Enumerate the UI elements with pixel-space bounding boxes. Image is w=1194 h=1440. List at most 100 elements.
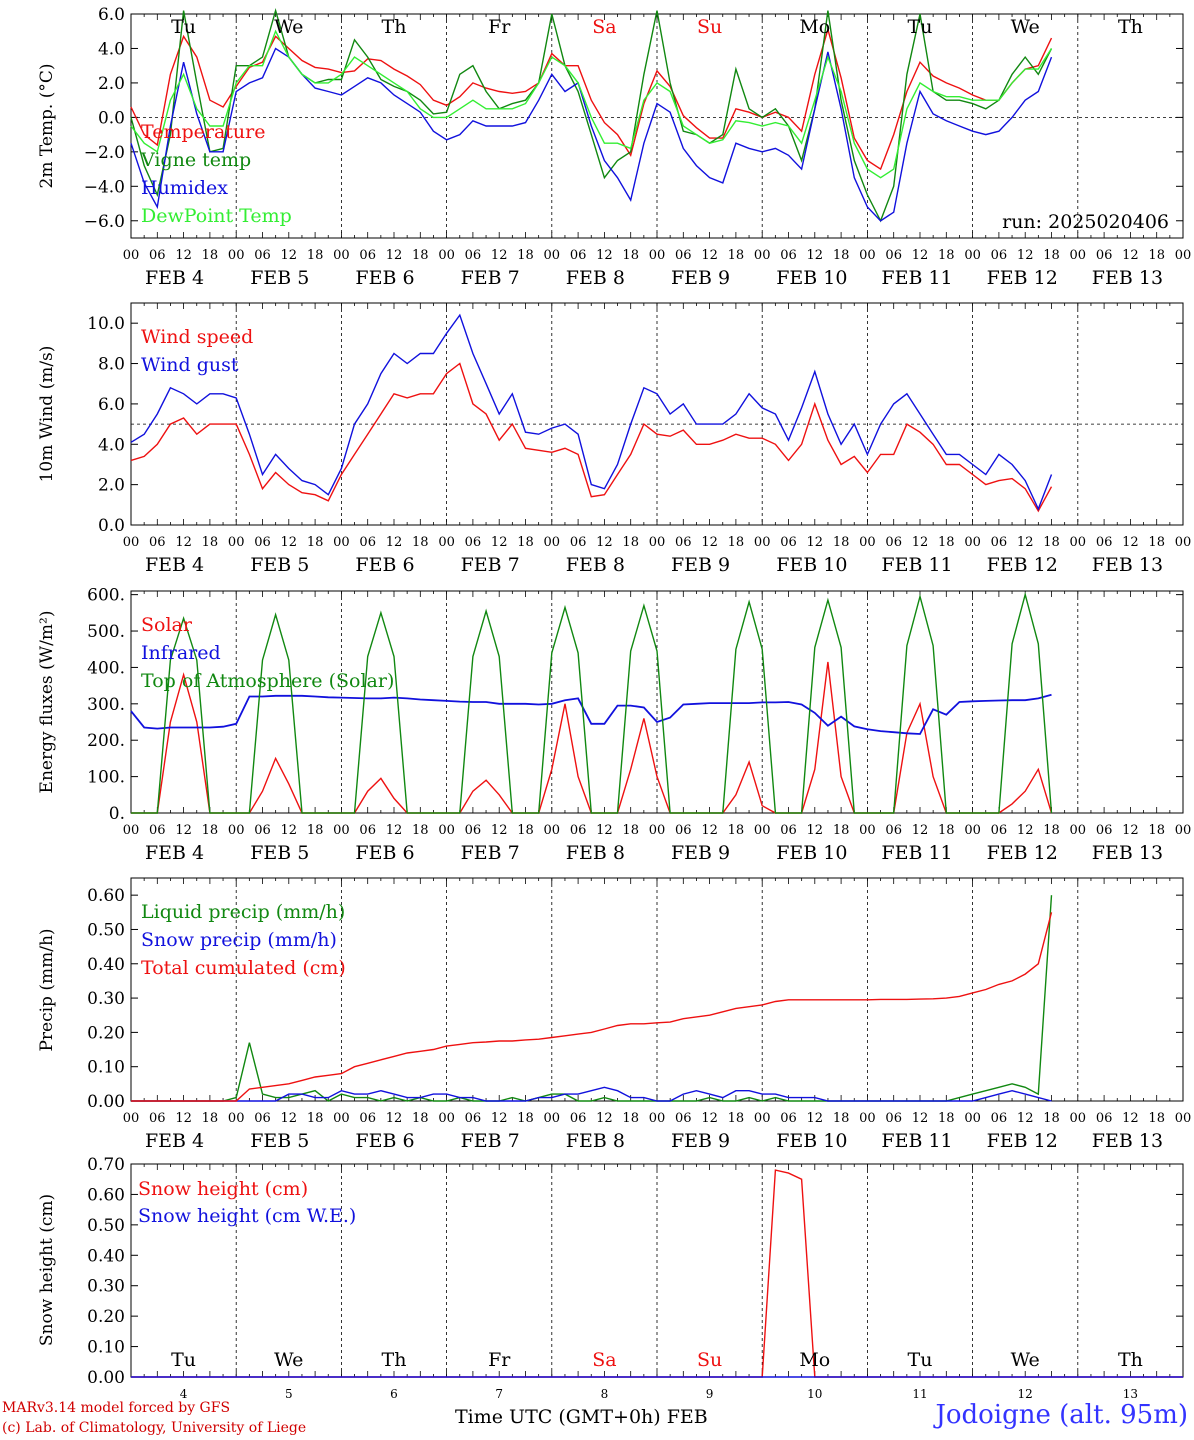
hour-tick-label: 00: [333, 535, 350, 550]
weekday-label: Fr: [488, 1349, 511, 1371]
hour-tick-label: 06: [465, 535, 482, 550]
hour-tick-label: 00: [1070, 248, 1087, 263]
hour-tick-label: 06: [780, 1111, 797, 1126]
hour-tick-label: 18: [622, 248, 639, 263]
hour-tick-label: 06: [570, 535, 587, 550]
hour-tick-label: 06: [465, 248, 482, 263]
hour-tick-label: 12: [807, 535, 824, 550]
hour-tick-label: 18: [938, 1111, 955, 1126]
hour-tick-label: 12: [491, 535, 508, 550]
y-tick-label: 0.50: [87, 920, 125, 940]
hour-tick-label: 12: [807, 823, 824, 838]
hour-tick-label: 12: [701, 535, 718, 550]
hour-tick-label: 12: [386, 1111, 403, 1126]
hour-tick-label: 00: [859, 1111, 876, 1126]
hour-tick-label: 00: [228, 248, 245, 263]
legend-entry: Temperature: [141, 121, 265, 143]
series-line: [130, 693, 1052, 735]
hour-tick-label: 12: [912, 535, 929, 550]
hour-tick-label: 12: [807, 1111, 824, 1126]
legend-entry: Infrared: [141, 642, 221, 664]
hour-tick-label: 06: [254, 248, 271, 263]
weekday-label: Tu: [171, 16, 196, 38]
hour-tick-label: 18: [1043, 248, 1060, 263]
date-label: FEB 13: [1092, 267, 1163, 289]
hour-tick-label: 12: [596, 1111, 613, 1126]
hour-tick-label: 06: [675, 248, 692, 263]
date-label: FEB 13: [1092, 842, 1163, 864]
weekday-label: Su: [697, 16, 722, 38]
hour-tick-label: 18: [517, 535, 534, 550]
hour-tick-label: 06: [254, 823, 271, 838]
hour-tick-label: 06: [359, 1111, 376, 1126]
hour-tick-label: 18: [622, 823, 639, 838]
hour-tick-label: 00: [544, 535, 561, 550]
run-label: run: 2025020406: [1002, 211, 1169, 233]
date-label: FEB 7: [461, 842, 520, 864]
weekday-label: Sa: [592, 16, 616, 38]
hour-tick-label: 12: [596, 535, 613, 550]
hour-tick-label: 00: [1070, 1111, 1087, 1126]
hour-tick-label: 18: [938, 248, 955, 263]
day-number-label: 13: [1123, 1387, 1138, 1400]
hour-tick-label: 06: [570, 823, 587, 838]
hour-tick-label: 12: [701, 823, 718, 838]
hour-tick-label: 00: [649, 535, 666, 550]
date-label: FEB 8: [566, 267, 625, 289]
hour-tick-label: 06: [149, 535, 166, 550]
y-tick-label: 2.0: [98, 74, 125, 94]
hour-tick-label: 18: [412, 248, 429, 263]
hour-tick-label: 06: [1096, 823, 1113, 838]
hour-tick-label: 06: [465, 1111, 482, 1126]
date-label: FEB 7: [461, 1130, 520, 1152]
hour-tick-label: 18: [1148, 248, 1165, 263]
weekday-label: Mo: [799, 16, 830, 38]
hour-tick-label: 12: [912, 248, 929, 263]
date-label: FEB 6: [355, 1130, 414, 1152]
y-tick-label: 0.0: [98, 516, 125, 536]
hour-tick-label: 18: [412, 535, 429, 550]
hour-tick-label: 06: [675, 1111, 692, 1126]
day-number-label: 6: [390, 1387, 398, 1400]
legend-entry: Humidex: [141, 177, 228, 199]
weekday-label: Th: [1118, 1349, 1143, 1371]
hour-tick-label: 12: [912, 823, 929, 838]
date-label: FEB 5: [250, 554, 309, 576]
hour-tick-label: 12: [1017, 535, 1034, 550]
y-tick-label: 0.10: [87, 1338, 125, 1358]
station-name: Jodoigne (alt. 95m): [935, 1400, 1188, 1430]
hour-tick-label: 06: [991, 248, 1008, 263]
date-label: FEB 8: [566, 554, 625, 576]
date-label: FEB 6: [355, 842, 414, 864]
panel-4: 0.00 0.10 0.20 0.30 0.40 0.50 0.60 Precip (mm/h…: [37, 877, 1192, 1152]
hour-tick-label: 06: [885, 823, 902, 838]
hour-tick-label: 06: [254, 1111, 271, 1126]
hour-tick-label: 06: [149, 248, 166, 263]
legend-entry: Liquid precip (mm/h): [141, 901, 345, 923]
hour-tick-label: 00: [1175, 823, 1192, 838]
y-tick-label: 0.30: [87, 989, 125, 1009]
weekday-label: Tu: [908, 1349, 933, 1371]
date-label: FEB 5: [250, 267, 309, 289]
hour-tick-label: 12: [386, 248, 403, 263]
hour-tick-label: 18: [517, 1111, 534, 1126]
hour-tick-label: 06: [359, 248, 376, 263]
y-tick-label: −2.0: [84, 143, 125, 163]
hour-tick-label: 00: [649, 1111, 666, 1126]
hour-tick-label: 06: [780, 248, 797, 263]
hour-tick-label: 12: [491, 1111, 508, 1126]
hour-tick-label: 18: [833, 535, 850, 550]
y-tick-label: 2.0: [98, 476, 125, 496]
hour-tick-label: 12: [1017, 248, 1034, 263]
hour-tick-label: 00: [1175, 1111, 1192, 1126]
y-axis-label: 10m Wind (m/s): [37, 346, 57, 483]
y-axis-label: Precip (mm/h): [37, 928, 57, 1051]
hour-tick-label: 18: [728, 1111, 745, 1126]
date-label: FEB 6: [355, 554, 414, 576]
weekday-label: Mo: [799, 1349, 830, 1371]
meteogram-svg: −6.0 −4.0 −2.0 0.0 2.0 4.0 6.0 2m Temp. (°C) Tem…: [37, 5, 1192, 1400]
date-label: FEB 12: [987, 267, 1058, 289]
panel-1: −6.0 −4.0 −2.0 0.0 2.0 4.0 6.0 2m Temp. (°C) Tem…: [37, 5, 1191, 289]
y-tick-label: −6.0: [84, 212, 125, 232]
day-number-label: 11: [912, 1387, 927, 1400]
